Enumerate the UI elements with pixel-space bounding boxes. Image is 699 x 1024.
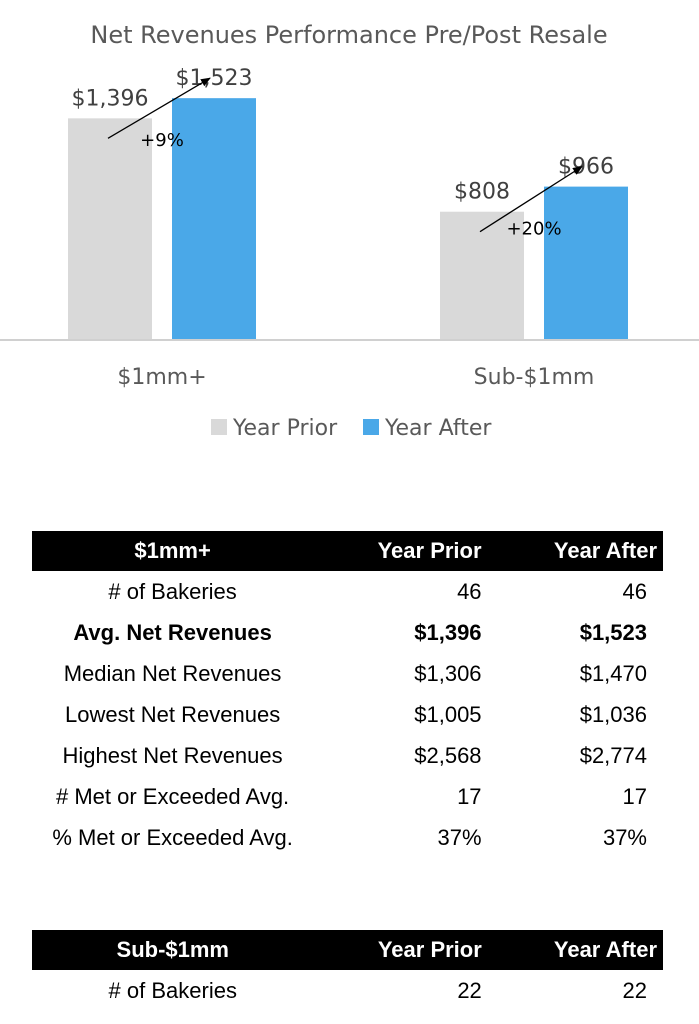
year-after-value: $1,470 [579, 660, 647, 686]
category-label: $1mm+ [117, 365, 206, 390]
table-row: Highest Net Revenues $2,568 $2,774 [32, 735, 663, 776]
year-prior-value: $1,396 [414, 619, 482, 645]
row-label: Highest Net Revenues [62, 742, 283, 768]
chart-title: Net Revenues Performance Pre/Post Resale [90, 21, 607, 49]
year-prior-value: $1,306 [414, 660, 482, 686]
table-header-year-after: Year After [481, 930, 663, 970]
bar-year-prior-1 [440, 211, 524, 340]
legend-swatch [363, 419, 379, 435]
year-after-value: $1,523 [579, 619, 647, 645]
change-arrow [479, 166, 583, 233]
table-row: Lowest Net Revenues $1,005 $1,036 [32, 694, 663, 735]
change-annotation: +20% [506, 219, 561, 240]
table-row: # Met or Exceeded Avg. 17 17 [32, 776, 663, 817]
row-label: # of Bakeries [108, 977, 237, 1003]
data-label: $1,396 [72, 86, 149, 111]
year-prior-value: $2,568 [414, 742, 482, 768]
year-after-value: 37% [602, 824, 647, 850]
table-row: # of Bakeries 46 46 [32, 571, 663, 612]
row-label: Median Net Revenues [63, 660, 282, 686]
row-label: # Met or Exceeded Avg. [55, 783, 290, 809]
legend: Year Prior Year After [211, 416, 492, 441]
row-label: Lowest Net Revenues [64, 701, 281, 727]
year-after-value: 17 [622, 783, 647, 809]
table-header-year-after: Year After [481, 531, 663, 571]
legend-label: Year Prior [232, 416, 338, 441]
table-header-year-prior: Year Prior [313, 531, 482, 571]
bar-year-after-1 [544, 186, 628, 340]
legend-label: Year After [384, 416, 492, 441]
year-prior-value: 22 [457, 977, 482, 1003]
table-row: Median Net Revenues $1,306 $1,470 [32, 653, 663, 694]
table-header-row: $1mm+ Year Prior Year After [32, 531, 663, 571]
bar-year-after-0 [172, 98, 256, 340]
bar-chart: Net Revenues Performance Pre/Post Resale… [0, 21, 699, 441]
table-sub-1mm: Sub-$1mm Year Prior Year After # of Bake… [32, 930, 663, 1011]
year-prior-value: 17 [457, 783, 482, 809]
row-label: % Met or Exceeded Avg. [52, 824, 293, 850]
data-label: $808 [454, 180, 510, 205]
table-header-year-prior: Year Prior [313, 930, 482, 970]
data-label: $1,523 [176, 66, 253, 91]
category-label: Sub-$1mm [474, 365, 595, 390]
table-header-row: Sub-$1mm Year Prior Year After [32, 930, 663, 970]
table-row: # of Bakeries 22 22 [32, 970, 663, 1011]
table-row: % Met or Exceeded Avg. 37% 37% [32, 817, 663, 858]
year-after-value: 22 [622, 977, 647, 1003]
table-1mm-plus: $1mm+ Year Prior Year After # of Bakerie… [32, 531, 663, 858]
row-label: Avg. Net Revenues [73, 619, 272, 645]
table-header-category: $1mm+ [32, 531, 314, 571]
year-prior-value: 37% [437, 824, 482, 850]
change-annotation: +9% [140, 130, 184, 151]
year-after-value: $1,036 [579, 701, 647, 727]
legend-swatch [211, 419, 227, 435]
year-after-value: 46 [622, 578, 647, 604]
year-prior-value: 46 [457, 578, 482, 604]
change-arrow [107, 77, 211, 139]
year-after-value: $2,774 [579, 742, 647, 768]
table-row: Avg. Net Revenues $1,396 $1,523 [32, 612, 663, 653]
bar-year-prior-0 [68, 118, 152, 340]
row-label: # of Bakeries [108, 578, 237, 604]
table-header-category: Sub-$1mm [32, 930, 314, 970]
year-prior-value: $1,005 [414, 701, 482, 727]
